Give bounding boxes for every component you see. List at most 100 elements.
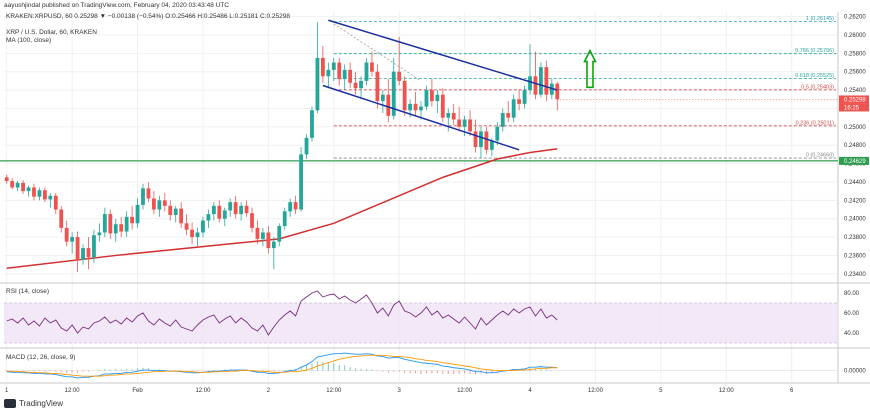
candle-body: [555, 83, 560, 100]
candle-body: [81, 248, 85, 261]
candle-body: [32, 187, 36, 197]
candle-body: [146, 188, 151, 199]
candle-body: [544, 67, 549, 95]
price-tick-label: 0.24800: [844, 143, 866, 149]
candle-body: [190, 229, 194, 238]
candle-body: [184, 223, 189, 230]
time-tick-label: 12:00: [719, 388, 735, 394]
candle-body: [157, 200, 162, 210]
candle-body: [424, 90, 429, 107]
macd-signal-line: [6, 354, 558, 377]
candle-body: [135, 204, 140, 224]
candle-body: [261, 232, 265, 239]
candle-body: [495, 126, 500, 141]
candle-body: [375, 71, 380, 102]
chart-title: XRP / U.S. Dollar, 60, KRAKEN: [6, 29, 97, 36]
support-price-tag: [839, 156, 869, 165]
candle-body: [168, 205, 173, 216]
candle-body: [250, 213, 254, 228]
price-tick-label: 0.23600: [844, 253, 866, 259]
macd-tick-label: 0.00000: [844, 369, 866, 375]
candle-body: [255, 227, 260, 239]
candle-body: [141, 188, 145, 205]
candle-body: [288, 202, 293, 212]
candle-body: [59, 209, 64, 228]
footer-brand: TradingView: [4, 399, 63, 408]
rsi-tick-label: 60.00: [844, 311, 860, 317]
candle-body: [75, 237, 80, 261]
candle-body: [304, 137, 309, 155]
price-tick-label: 0.24000: [844, 217, 866, 223]
candle-body: [217, 205, 222, 219]
candle-body: [539, 67, 543, 95]
candle-body: [124, 216, 129, 232]
price-tick-label: 0.25000: [844, 125, 866, 131]
candle-body: [37, 190, 42, 197]
candle-body: [228, 202, 233, 211]
candle-body: [408, 103, 413, 111]
time-tick-label: 3: [398, 388, 402, 394]
candle-body: [511, 99, 516, 118]
candle-body: [364, 62, 369, 81]
candle-body: [337, 62, 342, 80]
up-arrow-icon: [583, 48, 597, 89]
candle-body: [473, 131, 478, 148]
candle-body: [70, 237, 75, 242]
channel-upper-line: [328, 19, 558, 91]
candle-body: [48, 195, 53, 200]
countdown-label: 16:25: [844, 105, 860, 111]
candle-body: [419, 106, 423, 111]
candle-body: [528, 76, 532, 91]
price-tick-label: 0.25800: [844, 51, 866, 57]
footer-brand-label: TradingView: [19, 399, 64, 408]
candle-body: [64, 227, 69, 242]
candle-body: [53, 195, 58, 210]
candle-body: [517, 99, 522, 104]
time-tick-label: 12:00: [457, 388, 473, 394]
candle-body: [397, 71, 402, 81]
candle-body: [92, 235, 96, 258]
candle-body: [293, 202, 298, 210]
candle-body: [468, 119, 472, 132]
time-tick-label: 5: [659, 388, 663, 394]
last-price-label: 0.25298: [844, 97, 866, 103]
macd-line: [6, 352, 558, 379]
fib-level-label: 0.236 (0.25011): [796, 120, 835, 126]
rsi-line: [6, 290, 558, 336]
candle-body: [86, 248, 91, 258]
candle-body: [10, 181, 15, 188]
candle-body: [108, 214, 113, 234]
candle-body: [522, 90, 527, 104]
last-price-tag: [839, 95, 869, 104]
channel-lower-line: [322, 84, 520, 151]
candle-body: [222, 210, 227, 219]
candle-body: [446, 113, 451, 118]
candle-body: [15, 182, 20, 188]
candle-body: [277, 226, 282, 242]
time-tick-label: 12:00: [65, 388, 81, 394]
candle-body: [380, 94, 385, 102]
time-tick-label: 6: [790, 388, 794, 394]
candle-body: [342, 69, 347, 80]
candle-body: [402, 80, 407, 111]
time-tick-label: 1: [5, 388, 9, 394]
candle-body: [113, 224, 118, 234]
time-tick-label: 12:00: [326, 388, 342, 394]
candle-body: [451, 113, 456, 120]
candle-body: [244, 205, 249, 214]
candle-body: [359, 80, 363, 89]
candle-body: [201, 220, 205, 233]
candle-body: [233, 202, 238, 215]
candle-body: [310, 110, 314, 138]
dashed-trend-line: [333, 23, 422, 82]
candle-body: [21, 182, 25, 192]
candle-body: [299, 154, 303, 210]
candle-body: [26, 187, 31, 192]
fib-level-label: 0 (0.24660): [806, 153, 834, 159]
price-tick-label: 0.25600: [844, 70, 866, 76]
candle-body: [370, 62, 374, 72]
support-price-label: 0.24629: [844, 159, 866, 165]
candle-body: [151, 198, 156, 210]
symbol-line: KRAKEN:XRPUSD, 60 0.25298 ▼ −0.00138 (−0…: [6, 13, 290, 20]
rsi-band: [4, 303, 838, 343]
